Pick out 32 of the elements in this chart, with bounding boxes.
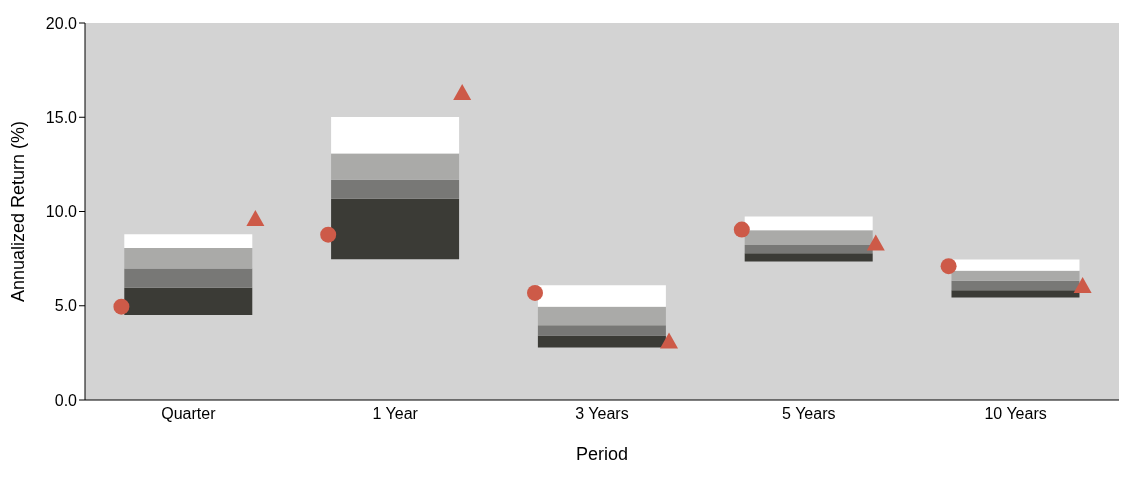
y-tick-label: 20.0 bbox=[45, 14, 78, 32]
bar bbox=[537, 306, 666, 326]
bar bbox=[331, 117, 460, 154]
bar bbox=[331, 153, 460, 180]
bar bbox=[331, 198, 460, 260]
bar bbox=[537, 325, 666, 336]
bar bbox=[331, 179, 460, 199]
x-tick-label: Quarter bbox=[161, 405, 217, 423]
bar bbox=[124, 268, 253, 288]
x-tick-label: 5 Years bbox=[782, 405, 836, 423]
x-tick-label: 3 Years bbox=[575, 405, 629, 423]
y-tick-label: 5.0 bbox=[54, 297, 78, 315]
bar bbox=[744, 245, 873, 254]
bar bbox=[124, 234, 253, 249]
x-axis-title: Period bbox=[575, 444, 629, 464]
bar bbox=[124, 287, 253, 315]
bar bbox=[951, 270, 1080, 281]
bar bbox=[951, 290, 1080, 298]
bar bbox=[124, 248, 253, 269]
bar bbox=[537, 285, 666, 307]
bar bbox=[951, 259, 1080, 271]
x-tick-label: 10 Years bbox=[984, 405, 1047, 423]
bar bbox=[537, 335, 666, 348]
x-tick-label: 1 Year bbox=[372, 405, 419, 423]
bar bbox=[744, 253, 873, 262]
y-tick-label: 0.0 bbox=[54, 391, 78, 409]
y-axis-title: Annualized Return (%) bbox=[8, 120, 29, 303]
bar bbox=[951, 280, 1080, 291]
y-tick-label: 15.0 bbox=[45, 108, 78, 126]
bar bbox=[744, 230, 873, 246]
y-tick-label: 10.0 bbox=[45, 203, 78, 221]
bar bbox=[744, 216, 873, 231]
